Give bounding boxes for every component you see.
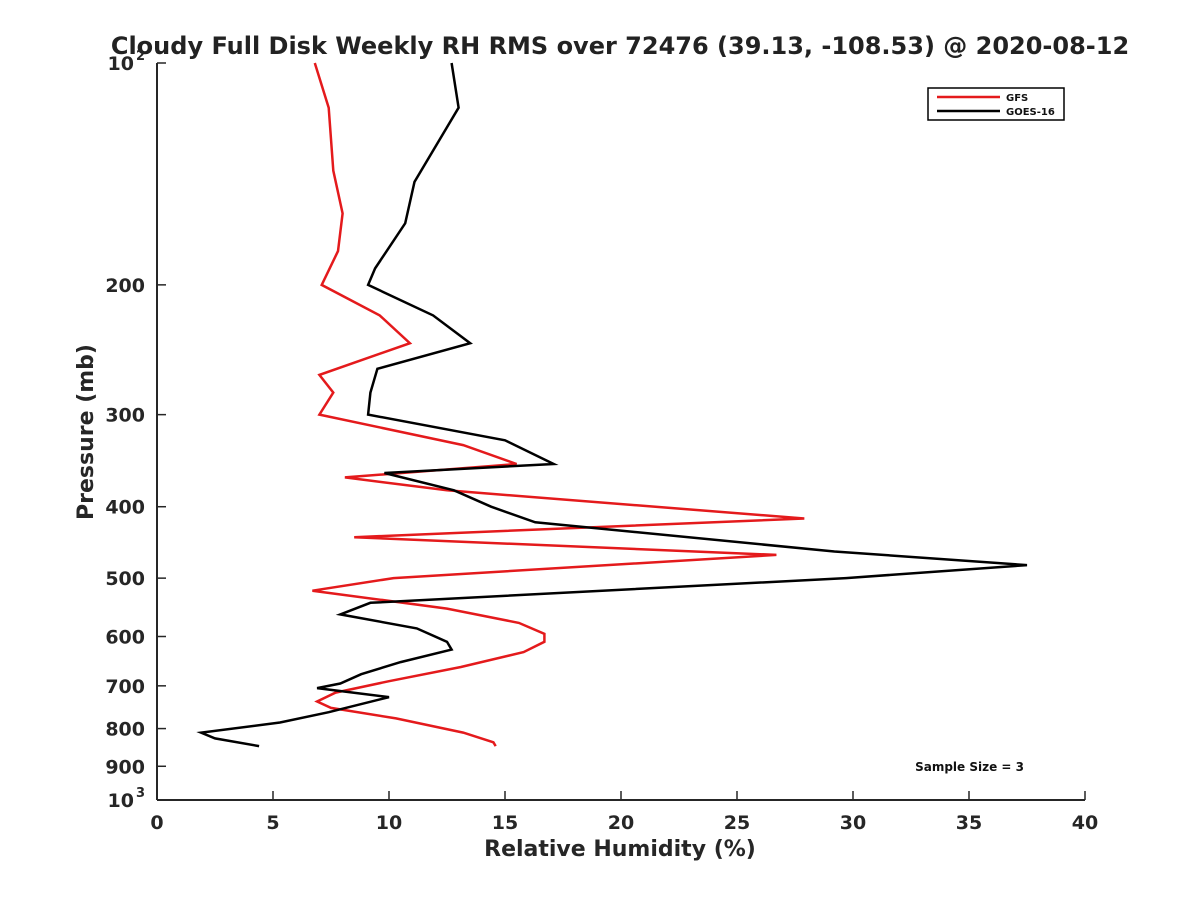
y-tick-label: 10 [108, 790, 134, 812]
y-tick-label: 700 [105, 676, 145, 698]
chart-title: Cloudy Full Disk Weekly RH RMS over 7247… [111, 32, 1129, 60]
x-tick-label: 15 [492, 812, 518, 834]
y-tick-label: 900 [105, 756, 145, 778]
x-axis-ticks: 0 5 10 15 20 25 30 35 40 [150, 791, 1098, 834]
y-tick-label: 300 [105, 405, 145, 427]
y-tick-label: 800 [105, 719, 145, 741]
legend-label-goes16: GOES-16 [1006, 107, 1055, 118]
x-tick-label: 5 [266, 812, 279, 834]
y-tick-label: 400 [105, 497, 145, 519]
series-line-gfs [312, 62, 805, 747]
plot-area: 0 5 10 15 20 25 30 35 40 10 220030040050060070080… [105, 49, 1098, 834]
legend: GFS GOES-16 [927, 87, 1065, 121]
series-layer [196, 62, 1028, 748]
legend-label-gfs: GFS [1006, 93, 1028, 104]
y-tick-exponent: 2 [136, 49, 145, 64]
y-axis-label: Pressure (mb) [74, 344, 99, 520]
legend-box [927, 87, 1065, 121]
x-tick-label: 35 [956, 812, 982, 834]
x-tick-label: 20 [608, 812, 634, 834]
x-tick-label: 40 [1072, 812, 1098, 834]
y-tick-label: 600 [105, 626, 145, 648]
x-axis-label: Relative Humidity (%) [484, 837, 756, 862]
y-tick-label: 10 [108, 53, 134, 75]
x-tick-label: 30 [840, 812, 866, 834]
y-tick-label: 200 [105, 275, 145, 297]
y-tick-exponent: 3 [136, 786, 145, 801]
sample-size-note: Sample Size = 3 [915, 760, 1024, 774]
x-tick-label: 25 [724, 812, 750, 834]
x-tick-label: 0 [150, 812, 163, 834]
x-tick-label: 10 [376, 812, 402, 834]
y-tick-label: 500 [105, 568, 145, 590]
series-line-goes16 [196, 62, 1028, 748]
